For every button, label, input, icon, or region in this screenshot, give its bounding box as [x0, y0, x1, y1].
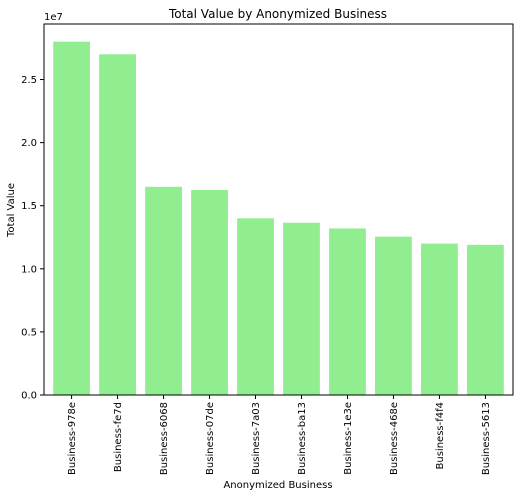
- bar-Business-1e3e: [329, 228, 366, 395]
- x-tick-label: Business-1e3e: [343, 402, 354, 475]
- y-tick-label: 0.0: [21, 391, 37, 402]
- y-axis-label: Total Value: [6, 183, 17, 238]
- y-tick-label: 0.5: [21, 327, 37, 338]
- y-axis-offset-label: 1e7: [44, 12, 63, 23]
- bar-Business-7a03: [237, 218, 274, 395]
- x-tick-label: Business-07de: [205, 402, 216, 475]
- chart-title: Total Value by Anonymized Business: [168, 7, 387, 21]
- bar-Business-978e: [53, 41, 90, 396]
- x-tick-label: Business-5613: [481, 402, 492, 475]
- plot-frame: [43, 23, 514, 396]
- x-tick-label: Business-6068: [159, 402, 170, 475]
- bar-Business-5613: [467, 244, 504, 395]
- bar-Business-ba13: [283, 222, 320, 395]
- x-tick-label: Business-ba13: [297, 402, 308, 475]
- bar-Business-468e: [375, 236, 412, 395]
- x-tick-label: Business-f4f4: [435, 402, 446, 469]
- y-tick-label: 1.5: [21, 201, 37, 212]
- y-axis-ticks: 0.0 0.5 1.0 1.5 2.0 2.5: [21, 75, 44, 402]
- bar-Business-fe7d: [99, 54, 136, 395]
- x-tick-label: Business-978e: [67, 402, 78, 475]
- y-tick-label: 2.5: [21, 75, 37, 86]
- bar-Business-f4f4: [421, 243, 458, 395]
- x-tick-label: Business-fe7d: [113, 402, 124, 472]
- x-tick-label: Business-468e: [389, 402, 400, 475]
- bar-Business-6068: [145, 186, 182, 395]
- y-tick-label: 2.0: [21, 138, 37, 149]
- x-axis-ticks: Business-978e Business-fe7d Business-6068 B…: [67, 395, 492, 475]
- bar-Business-07de: [191, 189, 228, 395]
- x-axis-label: Anonymized Business: [223, 480, 332, 491]
- x-tick-label: Business-7a03: [251, 402, 262, 475]
- bars-group: [53, 41, 504, 396]
- y-tick-label: 1.0: [21, 264, 37, 275]
